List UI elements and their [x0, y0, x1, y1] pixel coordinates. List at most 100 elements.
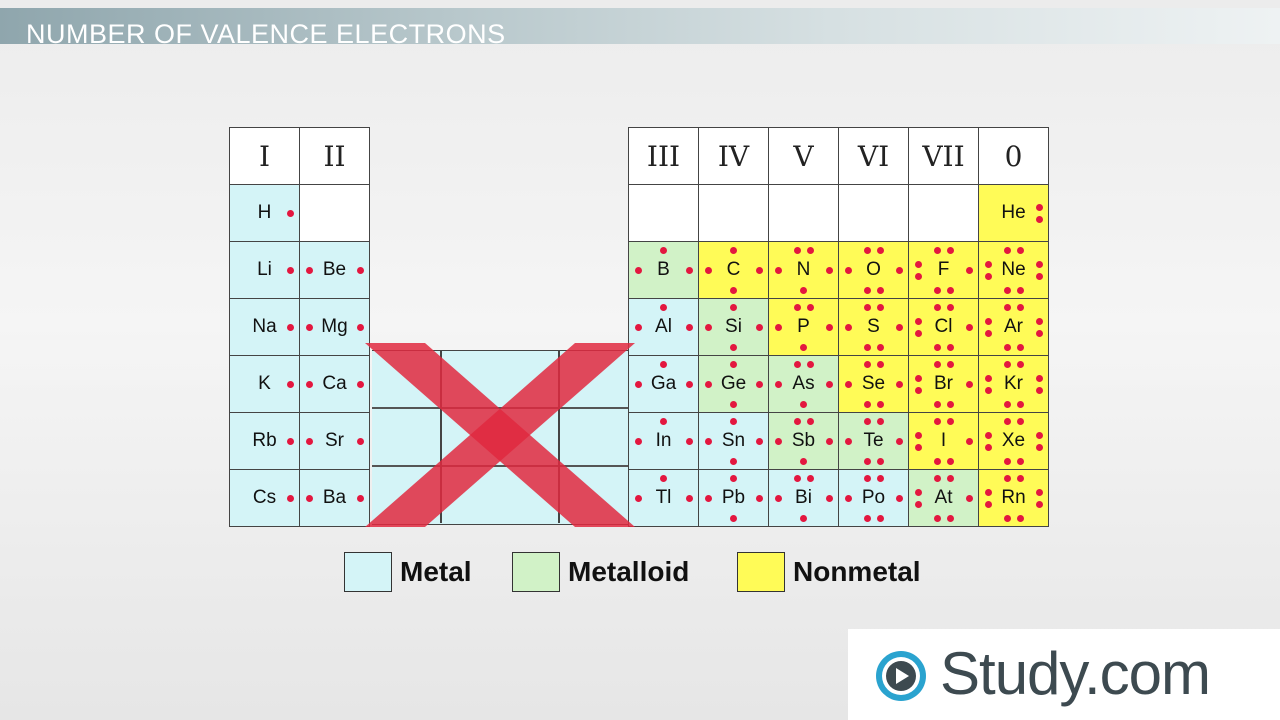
valence-electron-dot [946, 360, 954, 368]
period-row: In Sn Sb Te I Xe [628, 412, 1049, 470]
legend-nonmetal: Nonmetal [737, 552, 921, 592]
valence-electron-dot [1035, 260, 1043, 268]
cell-inner: Br [909, 356, 978, 412]
valence-electron-dot [946, 457, 954, 465]
valence-electron-dot [876, 474, 884, 482]
valence-electron-dot [984, 374, 992, 382]
cell-inner: Sr [300, 413, 369, 469]
period-row: Cs Ba [229, 469, 370, 527]
element-symbol: Se [861, 373, 886, 394]
valence-electron-dot [933, 246, 941, 254]
valence-electron-dot [863, 246, 871, 254]
period-row: He [628, 184, 1049, 242]
valence-electron-dot [1035, 374, 1043, 382]
valence-electron-dot [774, 494, 782, 502]
valence-electron-dot [305, 437, 313, 445]
valence-electron-dot [660, 303, 667, 311]
period-row: B C N O F Ne [628, 241, 1049, 299]
valence-electron-dot [730, 246, 737, 254]
valence-electron-dot [356, 323, 364, 331]
cell-inner: In [629, 413, 698, 469]
element-n: N [768, 241, 839, 299]
cell-inner [300, 185, 369, 241]
valence-electron-dot [933, 360, 941, 368]
element-bi: Bi [768, 469, 839, 527]
period-row: K Ca [229, 355, 370, 413]
title-bar: NUMBER OF VALENCE ELECTRONS [0, 8, 1280, 49]
study-logo[interactable]: Study.com [848, 629, 1280, 720]
valence-electron-dot [984, 431, 992, 439]
valence-electron-dot [800, 343, 807, 351]
valence-electron-dot [946, 246, 954, 254]
element-symbol: Ne [1001, 259, 1026, 280]
valence-electron-dot [895, 494, 903, 502]
cell-inner: Tl [629, 470, 698, 526]
cell-inner: Na [230, 299, 299, 355]
valence-electron-dot [1003, 417, 1011, 425]
empty-cell [838, 184, 909, 242]
element-symbol: Li [257, 259, 272, 280]
element-symbol: Tl [655, 487, 672, 508]
period-row: Na Mg [229, 298, 370, 356]
valence-electron-dot [876, 457, 884, 465]
group-label: I [229, 127, 300, 185]
cell-inner: Sn [699, 413, 768, 469]
element-symbol: He [1001, 202, 1026, 223]
valence-electron-dot [660, 417, 667, 425]
valence-electron-dot [863, 343, 871, 351]
empty-cell [768, 184, 839, 242]
legend-swatch-metal [344, 552, 392, 592]
valence-electron-dot [634, 380, 642, 388]
valence-electron-dot [730, 474, 737, 482]
element-symbol: Te [863, 430, 884, 451]
element-symbol: Kr [1004, 373, 1023, 394]
valence-electron-dot [755, 323, 763, 331]
element-symbol: Ge [720, 373, 747, 394]
valence-electron-dot [660, 474, 667, 482]
valence-electron-dot [286, 323, 294, 331]
valence-electron-dot [984, 317, 992, 325]
valence-electron-dot [1016, 246, 1024, 254]
valence-electron-dot [1016, 360, 1024, 368]
valence-electron-dot [933, 514, 941, 522]
element-symbol: Al [655, 316, 672, 337]
groups-3-8-table: III IV V VI VII 0 He B C N O F Ne Al Si P S Cl Ar Ga Ge As Se B… [628, 127, 1049, 527]
cell-inner [909, 185, 978, 241]
element-symbol: Ar [1004, 316, 1023, 337]
element-b: B [628, 241, 699, 299]
cell-inner [699, 185, 768, 241]
element-symbol: Ca [322, 373, 347, 394]
groups-1-2-table: I II H Li Be Na Mg K Ca Rb Sr Cs Ba [229, 127, 370, 527]
valence-electron-dot [914, 317, 922, 325]
cell-inner: Xe [979, 413, 1048, 469]
valence-electron-dot [1035, 272, 1043, 280]
valence-electron-dot [1035, 317, 1043, 325]
element-symbol: Mg [321, 316, 348, 337]
element-f: F [908, 241, 979, 299]
element-symbol: Xe [1001, 430, 1026, 451]
valence-electron-dot [825, 323, 833, 331]
valence-electron-dot [1003, 246, 1011, 254]
valence-electron-dot [1035, 488, 1043, 496]
cell-inner: Kr [979, 356, 1048, 412]
valence-electron-dot [984, 443, 992, 451]
valence-electron-dot [685, 437, 693, 445]
group-label: VII [908, 127, 979, 185]
valence-electron-dot [933, 474, 941, 482]
element-symbol: Rn [1001, 487, 1026, 508]
valence-electron-dot [286, 209, 294, 217]
valence-electron-dot [730, 400, 737, 408]
cell-inner: Ca [300, 356, 369, 412]
element-ar: Ar [978, 298, 1049, 356]
valence-electron-dot [634, 266, 642, 274]
valence-electron-dot [876, 400, 884, 408]
period-row: H [229, 184, 370, 242]
valence-electron-dot [844, 380, 852, 388]
cell-inner: Ar [979, 299, 1048, 355]
legend-metal: Metal [344, 552, 472, 592]
element-he: He [978, 184, 1049, 242]
valence-electron-dot [946, 400, 954, 408]
valence-electron-dot [1016, 286, 1024, 294]
element-li: Li [229, 241, 300, 299]
valence-electron-dot [933, 417, 941, 425]
